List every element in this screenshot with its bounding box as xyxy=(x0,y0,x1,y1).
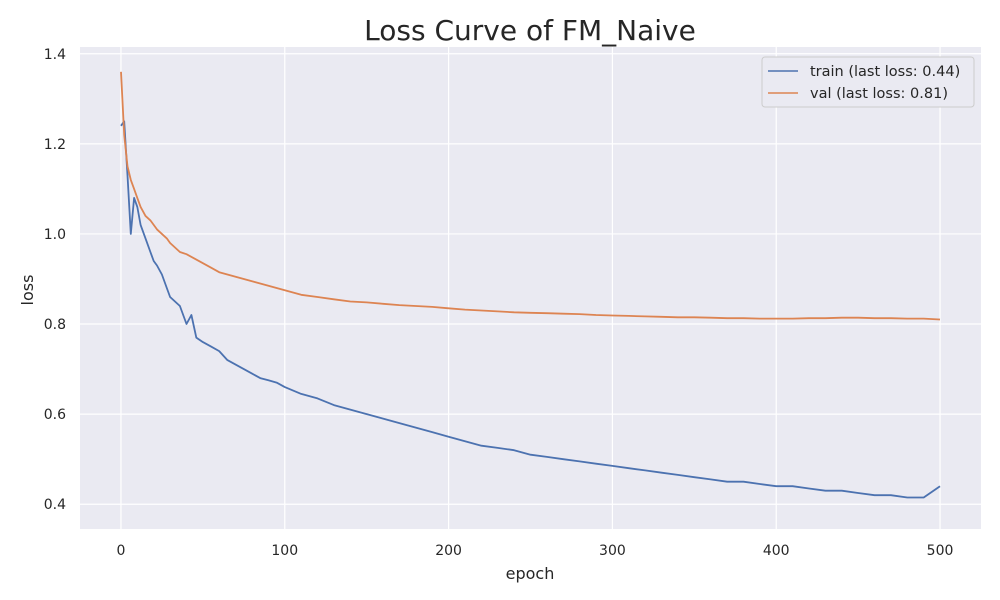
y-tick-label: 0.4 xyxy=(44,497,66,513)
y-tick-label: 1.4 xyxy=(44,47,66,63)
train-loss-line xyxy=(120,120,941,499)
y-tick-label: 1.0 xyxy=(44,227,66,243)
y-tick-label: 0.6 xyxy=(44,407,66,423)
series-lines xyxy=(120,71,941,499)
plot-area xyxy=(80,47,981,529)
legend-label-val: val (last loss: 0.81) xyxy=(810,86,948,102)
x-tick-label: 0 xyxy=(116,543,125,559)
x-tick-label: 200 xyxy=(435,543,462,559)
x-tick-label: 100 xyxy=(271,543,298,559)
val-loss-line xyxy=(120,71,941,321)
chart-title: Loss Curve of FM_Naive xyxy=(364,14,696,47)
x-tick-label: 500 xyxy=(927,543,954,559)
y-tick-label: 1.2 xyxy=(44,137,66,153)
y-tick-labels: 0.4 0.6 0.8 1.0 1.2 1.4 xyxy=(44,47,66,513)
x-tick-label: 300 xyxy=(599,543,626,559)
y-tick-label: 0.8 xyxy=(44,317,66,333)
legend-label-train: train (last loss: 0.44) xyxy=(810,64,960,80)
legend-box xyxy=(761,56,975,108)
grid-lines xyxy=(80,47,981,529)
x-tick-labels: 0 100 200 300 400 500 xyxy=(116,543,953,559)
x-axis-label: epoch xyxy=(506,564,555,583)
x-tick-label: 400 xyxy=(763,543,790,559)
legend: train (last loss: 0.44) val (last loss: … xyxy=(761,56,975,108)
y-axis-label: loss xyxy=(18,275,37,306)
